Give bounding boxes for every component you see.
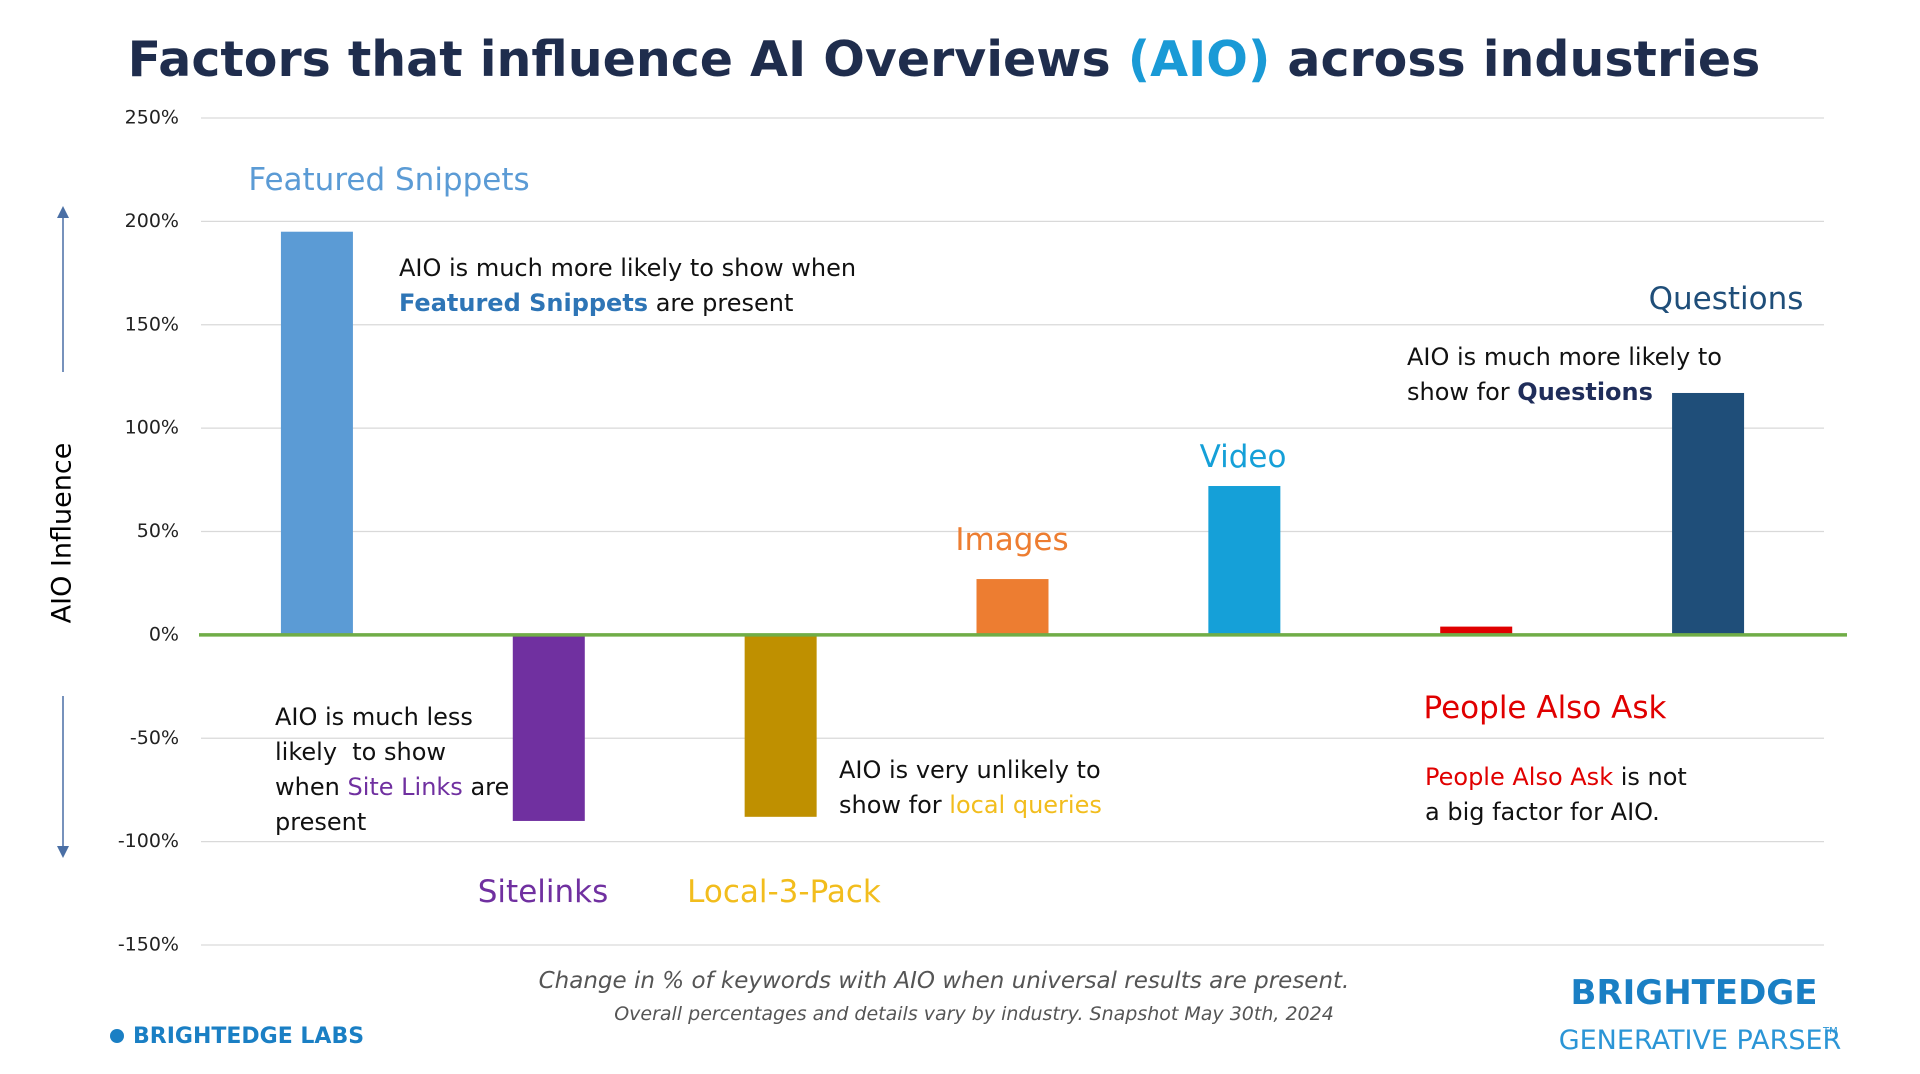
bar xyxy=(976,579,1049,635)
annotation-line: AIO is much more likely to show when xyxy=(399,254,856,282)
y-tick-label: 250% xyxy=(125,107,179,129)
annotation-line: when Site Links are xyxy=(275,773,509,801)
logo-right-sub: GENERATIVE PARSER xyxy=(1559,1025,1842,1056)
annotation-line: show for Questions xyxy=(1407,378,1653,406)
text-segment: Questions xyxy=(1517,378,1653,406)
logo-icon xyxy=(110,1029,124,1043)
category-label: Images xyxy=(955,522,1068,558)
footnote: Change in % of keywords with AIO when un… xyxy=(539,968,1350,994)
y-tick-label: 0% xyxy=(149,623,179,645)
y-tick-label: -100% xyxy=(118,830,179,852)
bar xyxy=(1440,626,1513,635)
text-segment: AIO is very unlikely to xyxy=(839,756,1101,784)
logo-right: BRIGHTEDGE xyxy=(1571,973,1818,1013)
category-label: People Also Ask xyxy=(1424,690,1667,726)
footnote: Overall percentages and details vary by … xyxy=(614,1003,1334,1025)
text-segment: are xyxy=(463,773,509,801)
text-segment: across industries xyxy=(1270,31,1760,88)
text-segment: Site Links xyxy=(347,773,462,801)
text-segment: AIO is much less xyxy=(275,703,473,731)
text-segment: local queries xyxy=(949,791,1102,819)
text-segment: likely to show xyxy=(275,738,446,766)
text-segment: AIO is much more likely to show when xyxy=(399,254,856,282)
annotation-line: People Also Ask is not xyxy=(1425,763,1687,791)
text-segment: Featured Snippets xyxy=(399,289,648,317)
y-axis-title: AIO Influence xyxy=(47,443,78,624)
annotation-line: likely to show xyxy=(275,738,446,766)
category-label: Sitelinks xyxy=(478,874,609,910)
logo-left: BRIGHTEDGE LABS xyxy=(133,1024,364,1049)
text-segment: is not xyxy=(1613,763,1687,791)
category-label: Questions xyxy=(1649,281,1804,317)
annotation-line: a big factor for AIO. xyxy=(1425,798,1660,826)
annotation-line: AIO is much more likely to xyxy=(1407,343,1722,371)
category-label: Featured Snippets xyxy=(248,162,529,198)
category-label: Local-3-Pack xyxy=(687,874,881,910)
text-segment: present xyxy=(275,808,366,836)
bar xyxy=(1672,392,1745,635)
text-segment: when xyxy=(275,773,347,801)
y-tick-label: -50% xyxy=(130,727,179,749)
text-segment: a big factor for AIO. xyxy=(1425,798,1660,826)
annotation-line: present xyxy=(275,808,366,836)
text-segment: AIO is much more likely to xyxy=(1407,343,1722,371)
annotation-line: AIO is much less xyxy=(275,703,473,731)
text-segment: Factors that influence AI Overviews xyxy=(128,31,1128,88)
annotation-line: AIO is very unlikely to xyxy=(839,756,1101,784)
text-segment: show for xyxy=(839,791,949,819)
text-segment: People Also Ask xyxy=(1425,763,1613,791)
y-tick-label: -150% xyxy=(118,934,179,956)
chart-title: Factors that influence AI Overviews (AIO… xyxy=(128,31,1761,88)
bar xyxy=(1208,486,1281,635)
annotation-line: Featured Snippets are present xyxy=(399,289,793,317)
category-label: Video xyxy=(1200,439,1287,475)
text-segment: (AIO) xyxy=(1128,31,1271,88)
trademark: TM xyxy=(1822,1026,1838,1037)
y-tick-label: 50% xyxy=(137,520,179,542)
text-segment: show for xyxy=(1407,378,1517,406)
annotation-line: show for local queries xyxy=(839,791,1102,819)
text-segment: are present xyxy=(648,289,793,317)
y-tick-label: 200% xyxy=(125,210,179,232)
bar xyxy=(744,634,817,817)
y-tick-label: 150% xyxy=(125,313,179,335)
bar xyxy=(280,231,353,635)
y-tick-label: 100% xyxy=(125,417,179,439)
bar xyxy=(512,634,585,821)
